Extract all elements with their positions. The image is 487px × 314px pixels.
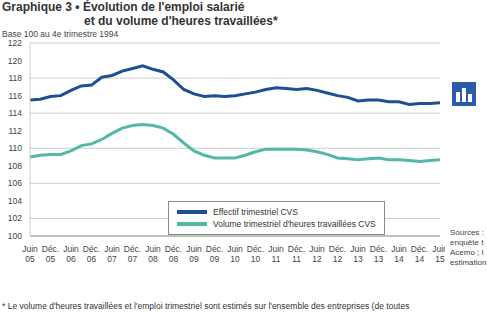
svg-text:Juin05: Juin05	[22, 244, 38, 264]
svg-text:Juin10: Juin10	[227, 244, 243, 264]
svg-text:114: 114	[8, 108, 22, 118]
svg-text:Déc.10: Déc.10	[247, 244, 264, 264]
html-text:et du volume d'heures travaill: et du volume d'heures travaillées*	[84, 14, 278, 28]
svg-text:110: 110	[8, 143, 22, 153]
svg-text:Juin09: Juin09	[186, 244, 202, 264]
svg-text:Déc.13: Déc.13	[370, 244, 387, 264]
svg-text:106: 106	[8, 178, 22, 188]
svg-text:Juin12: Juin12	[309, 244, 325, 264]
svg-text:102: 102	[8, 213, 22, 223]
svg-text:Juin11: Juin11	[268, 244, 284, 264]
html-text:Sources :: Sources :	[450, 228, 484, 237]
svg-text:112: 112	[8, 126, 22, 136]
svg-text:Juin08: Juin08	[145, 244, 161, 264]
html-text:Graphique 3 • Évolution de l'e: Graphique 3 • Évolution de l'emploi sala…	[2, 0, 245, 14]
html-text:Volume trimestriel d'heures tr: Volume trimestriel d'heures travaillées …	[213, 219, 376, 229]
svg-text:116: 116	[8, 91, 22, 101]
svg-text:Déc.11: Déc.11	[288, 244, 305, 264]
svg-text:Juin14: Juin14	[391, 244, 407, 264]
svg-text:Déc.09: Déc.09	[206, 244, 223, 264]
svg-text:Déc.06: Déc.06	[83, 244, 100, 264]
svg-text:120: 120	[8, 56, 22, 66]
html-text:estimation: estimation	[450, 258, 487, 267]
svg-text:104: 104	[8, 196, 22, 206]
svg-text:122: 122	[8, 38, 22, 48]
svg-text:Juin13: Juin13	[350, 244, 366, 264]
html-text:Effectif trimestriel CVS: Effectif trimestriel CVS	[213, 207, 298, 217]
svg-text:Déc.07: Déc.07	[124, 244, 141, 264]
html-text:Base 100 au 4e trimestre 1994: Base 100 au 4e trimestre 1994	[2, 29, 119, 39]
svg-text:Déc.08: Déc.08	[165, 244, 182, 264]
html-text:Acemo ; I: Acemo ; I	[450, 248, 484, 257]
svg-text:108: 108	[8, 161, 22, 171]
svg-text:Déc.05: Déc.05	[42, 244, 59, 264]
html-text:enquête t: enquête t	[450, 238, 484, 247]
svg-text:Juin15: Juin15	[432, 244, 445, 264]
svg-text:Juin07: Juin07	[104, 244, 120, 264]
svg-text:118: 118	[8, 73, 22, 83]
svg-text:Juin06: Juin06	[63, 244, 79, 264]
svg-text:Déc.14: Déc.14	[411, 244, 428, 264]
svg-text:Déc.12: Déc.12	[329, 244, 346, 264]
svg-text:100: 100	[8, 231, 22, 241]
html-text:* Le volume d'heures travaillé: * Le volume d'heures travaillées et l'em…	[2, 301, 410, 311]
